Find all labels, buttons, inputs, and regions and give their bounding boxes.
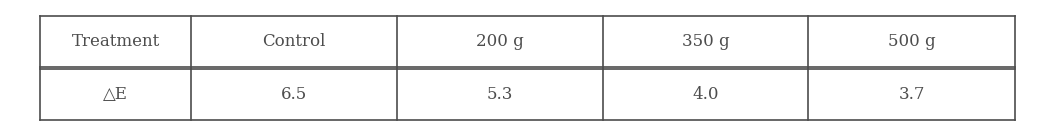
Text: Treatment: Treatment	[72, 33, 159, 50]
Text: 4.0: 4.0	[692, 86, 718, 103]
Text: 350 g: 350 g	[682, 33, 729, 50]
Text: 6.5: 6.5	[281, 86, 307, 103]
Text: △E: △E	[103, 86, 128, 103]
Text: 500 g: 500 g	[887, 33, 936, 50]
Text: 3.7: 3.7	[898, 86, 925, 103]
Text: 200 g: 200 g	[476, 33, 523, 50]
Text: Control: Control	[263, 33, 326, 50]
Text: 5.3: 5.3	[486, 86, 513, 103]
